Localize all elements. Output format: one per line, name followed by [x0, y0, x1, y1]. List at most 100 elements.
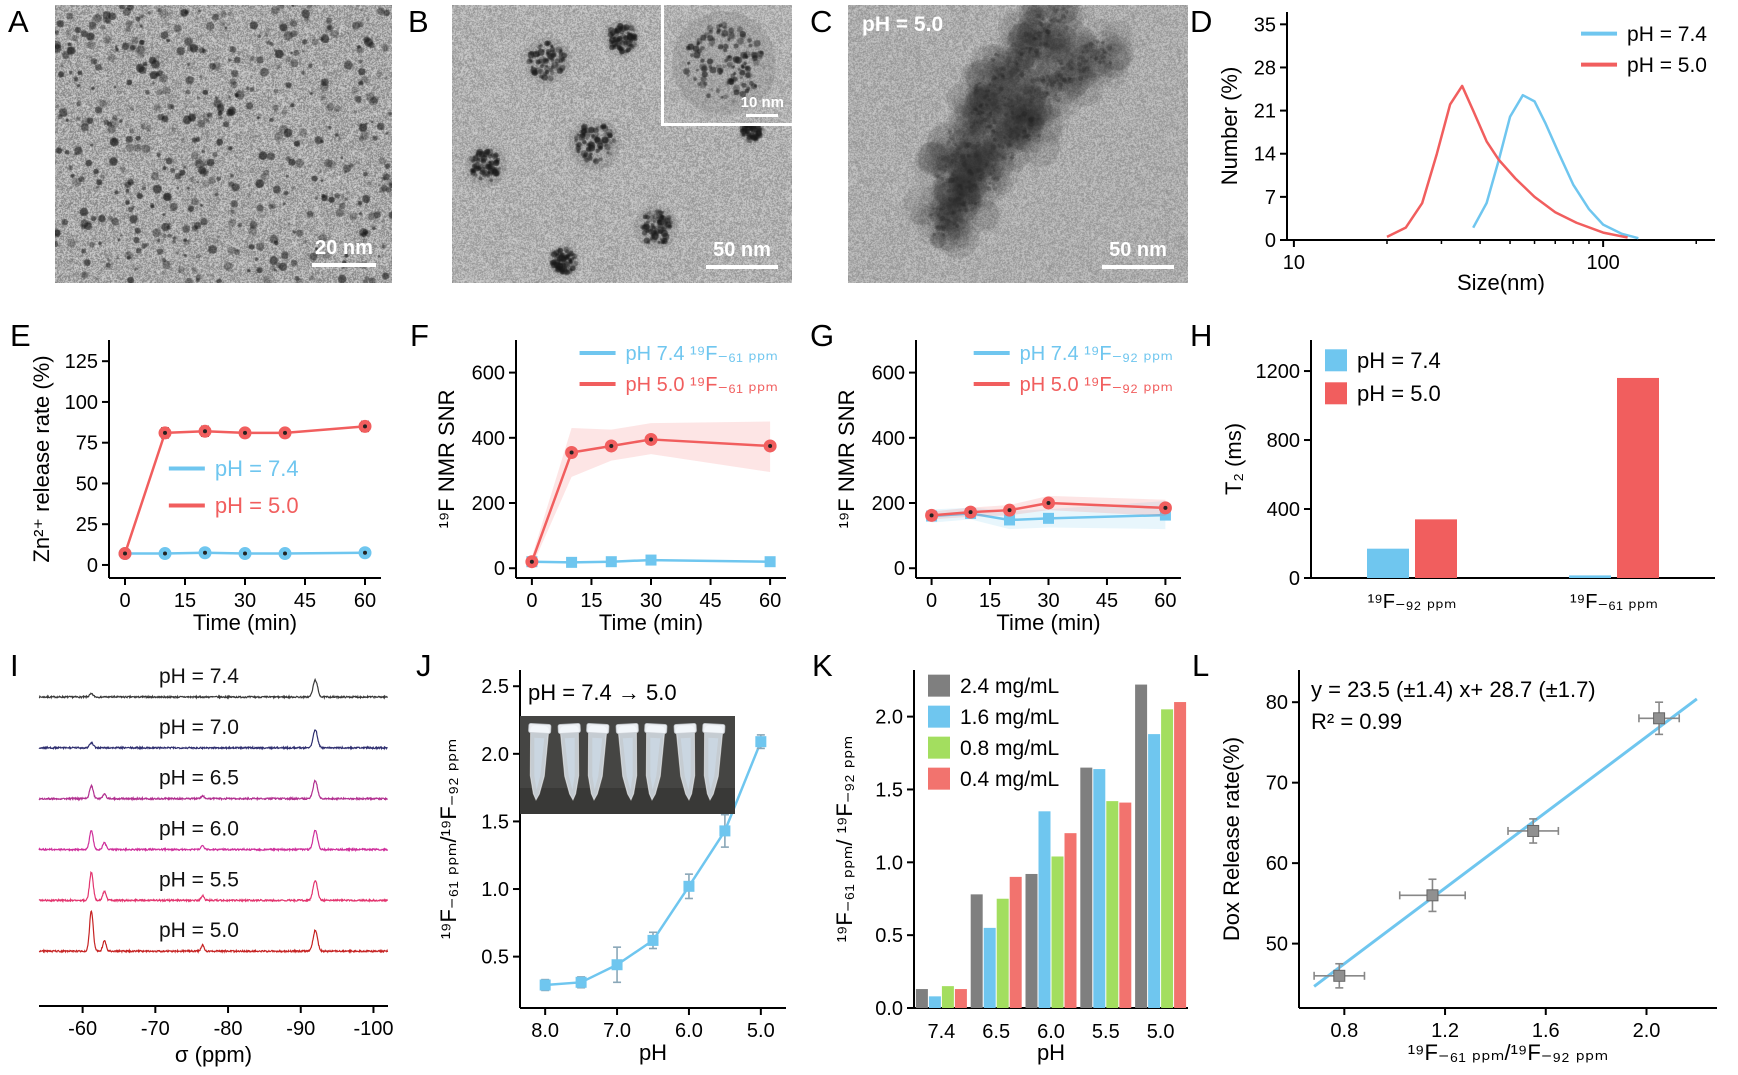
scale-bar-b: 50 nm: [706, 239, 778, 269]
panel-label-e: E: [10, 318, 31, 353]
svg-text:pH = 5.0: pH = 5.0: [159, 919, 239, 942]
svg-text:200: 200: [472, 493, 505, 515]
nmr-snr-92ppm-chart: 0 15 30 45 60 0 200 400 600 Time (min) ¹⁹F NMR SNR…: [830, 328, 1195, 638]
svg-text:15: 15: [580, 590, 602, 612]
svg-text:6.0: 6.0: [1037, 1021, 1065, 1043]
svg-text:28: 28: [1254, 57, 1276, 79]
svg-text:pH 7.4 ¹⁹F₋₉₂ ₚₚₘ: pH 7.4 ¹⁹F₋₉₂ ₚₚₘ: [1020, 343, 1173, 365]
tem-image-c: pH = 5.0 50 nm: [848, 5, 1188, 283]
svg-text:pH 5.0 ¹⁹F₋₆₁ ₚₚₘ: pH 5.0 ¹⁹F₋₆₁ ₚₚₘ: [626, 374, 778, 396]
nmr-spectra-stack: -60 -70 -80 -90 -100 σ (ppm) pH = 7.4 pH = 7.0 p…: [25, 655, 400, 1070]
svg-text:0.0: 0.0: [875, 998, 903, 1020]
tem-inset-b: 10 nm: [661, 5, 792, 126]
svg-text:14: 14: [1254, 144, 1276, 166]
svg-text:400: 400: [872, 428, 905, 450]
svg-text:¹⁹F NMR SNR: ¹⁹F NMR SNR: [834, 390, 859, 529]
svg-text:5.0: 5.0: [1147, 1021, 1175, 1043]
scale-bar-b-inset-label: 10 nm: [740, 94, 784, 112]
panel-label-i: I: [10, 648, 19, 683]
svg-text:2.4 mg/mL: 2.4 mg/mL: [960, 675, 1059, 698]
zn-release-chart: 0 15 30 45 60 0 25 50 75 100 125 Time (min) Zn²⁺ rel…: [25, 328, 395, 638]
svg-text:0.5: 0.5: [875, 925, 903, 947]
svg-text:400: 400: [1267, 499, 1300, 521]
svg-text:-100: -100: [353, 1018, 393, 1040]
svg-text:pH 5.0 ¹⁹F₋₉₂ ₚₚₘ: pH 5.0 ¹⁹F₋₉₂ ₚₚₘ: [1020, 374, 1173, 396]
svg-text:¹⁹F₋₆₁ ₚₚₘ/¹⁹F₋₉₂ ₚₚₘ: ¹⁹F₋₆₁ ₚₚₘ/¹⁹F₋₉₂ ₚₚₘ: [1408, 1040, 1609, 1065]
svg-text:5.0: 5.0: [747, 1020, 775, 1042]
dox-release-correlation-chart: y = 23.5 (±1.4) x+ 28.7 (±1.7) R² = 0.99…: [1215, 658, 1735, 1068]
svg-text:50: 50: [1266, 934, 1288, 956]
panel-label-c: C: [810, 4, 833, 39]
panel-label-f: F: [410, 318, 429, 353]
svg-text:¹⁹F NMR SNR: ¹⁹F NMR SNR: [434, 390, 459, 529]
svg-text:1.0: 1.0: [481, 879, 509, 901]
ratio-vs-ph-chart: pH = 7.4 → 5.0 8.0 7.0 6.0 5.0 0.5 1.0 1.5 2.0 2…: [432, 658, 802, 1068]
size-distribution-chart: 10 100 0 7 14 21 28 35 Size(nm) Number (%) pH = 7.…: [1215, 2, 1735, 298]
svg-text:2.5: 2.5: [481, 676, 509, 698]
svg-text:75: 75: [76, 433, 98, 455]
svg-text:Time (min): Time (min): [599, 610, 703, 635]
svg-text:-60: -60: [68, 1018, 97, 1040]
svg-text:60: 60: [354, 590, 376, 612]
svg-text:2.0: 2.0: [1633, 1020, 1661, 1042]
svg-text:pH = 5.0: pH = 5.0: [1627, 54, 1707, 77]
svg-text:Size(nm): Size(nm): [1457, 270, 1545, 295]
svg-text:Time (min): Time (min): [193, 610, 297, 635]
svg-text:30: 30: [234, 590, 256, 612]
svg-text:0: 0: [119, 590, 130, 612]
svg-text:7.4: 7.4: [927, 1021, 955, 1043]
svg-text:1.6: 1.6: [1532, 1020, 1560, 1042]
svg-text:60: 60: [759, 590, 781, 612]
svg-text:T₂ (ms): T₂ (ms): [1221, 423, 1246, 495]
svg-text:pH = 6.5: pH = 6.5: [159, 767, 239, 790]
svg-text:80: 80: [1266, 692, 1288, 714]
svg-text:400: 400: [472, 428, 505, 450]
svg-text:σ (ppm): σ (ppm): [175, 1042, 252, 1067]
scale-bar-b-line: [706, 265, 778, 269]
svg-text:pH = 7.4: pH = 7.4: [1627, 23, 1707, 46]
panel-label-k: K: [812, 648, 833, 683]
svg-text:Zn²⁺ release rate (%): Zn²⁺ release rate (%): [29, 355, 54, 562]
svg-text:0: 0: [1289, 568, 1300, 590]
svg-text:¹⁹F₋₆₁ ₚₚₘ/ ¹⁹F₋₉₂ ₚₚₘ: ¹⁹F₋₆₁ ₚₚₘ/ ¹⁹F₋₉₂ ₚₚₘ: [832, 736, 857, 943]
svg-text:15: 15: [174, 590, 196, 612]
svg-text:600: 600: [872, 363, 905, 385]
svg-text:5.5: 5.5: [1092, 1021, 1120, 1043]
svg-text:30: 30: [640, 590, 662, 612]
svg-text:1.6 mg/mL: 1.6 mg/mL: [960, 706, 1059, 729]
panel-label-j: J: [416, 648, 432, 683]
svg-text:1200: 1200: [1256, 361, 1301, 383]
svg-text:0.4 mg/mL: 0.4 mg/mL: [960, 768, 1059, 791]
panel-label-d: D: [1190, 4, 1213, 39]
svg-text:2.0: 2.0: [481, 744, 509, 766]
scale-bar-b-inset: 10 nm: [741, 95, 784, 117]
svg-text:15: 15: [979, 590, 1001, 612]
svg-text:pH = 7.4: pH = 7.4: [215, 456, 299, 481]
panel-label-l: L: [1192, 648, 1210, 683]
ratio-concentration-bar-chart: 0.0 0.5 1.0 1.5 2.0 pH ¹⁹F₋₆₁ ₚₚₘ/ ¹⁹F₋₉₂ ₚₚₘ 7…: [830, 658, 1200, 1068]
scale-bar-c-line: [1102, 265, 1174, 269]
svg-text:1.5: 1.5: [481, 811, 509, 833]
svg-text:pH = 5.0: pH = 5.0: [215, 493, 299, 518]
svg-text:60: 60: [1266, 853, 1288, 875]
svg-text:0: 0: [1265, 230, 1276, 252]
svg-text:pH: pH: [1037, 1040, 1065, 1065]
scale-bar-a: 20 nm: [312, 237, 376, 267]
svg-text:6.0: 6.0: [675, 1020, 703, 1042]
svg-text:600: 600: [472, 363, 505, 385]
svg-text:pH = 5.5: pH = 5.5: [159, 868, 239, 891]
svg-text:1.5: 1.5: [875, 779, 903, 801]
svg-text:125: 125: [65, 351, 98, 373]
scale-bar-a-label: 20 nm: [315, 237, 373, 259]
svg-text:100: 100: [65, 392, 98, 414]
svg-text:50: 50: [76, 473, 98, 495]
t2-bar-chart: 0 400 800 1200 T₂ (ms) ¹⁹F₋₉₂ ₚₚₘ ¹⁹F₋₆₁ ₚₚₘ pH…: [1215, 328, 1735, 638]
svg-text:1.0: 1.0: [875, 852, 903, 874]
svg-text:pH = 7.4: pH = 7.4: [1357, 348, 1441, 373]
svg-text:7.0: 7.0: [603, 1020, 631, 1042]
tem-image-a: 20 nm: [55, 5, 392, 283]
svg-text:0: 0: [926, 590, 937, 612]
svg-text:45: 45: [699, 590, 721, 612]
svg-text:10: 10: [1283, 252, 1305, 274]
svg-text:Number (%): Number (%): [1217, 67, 1242, 186]
